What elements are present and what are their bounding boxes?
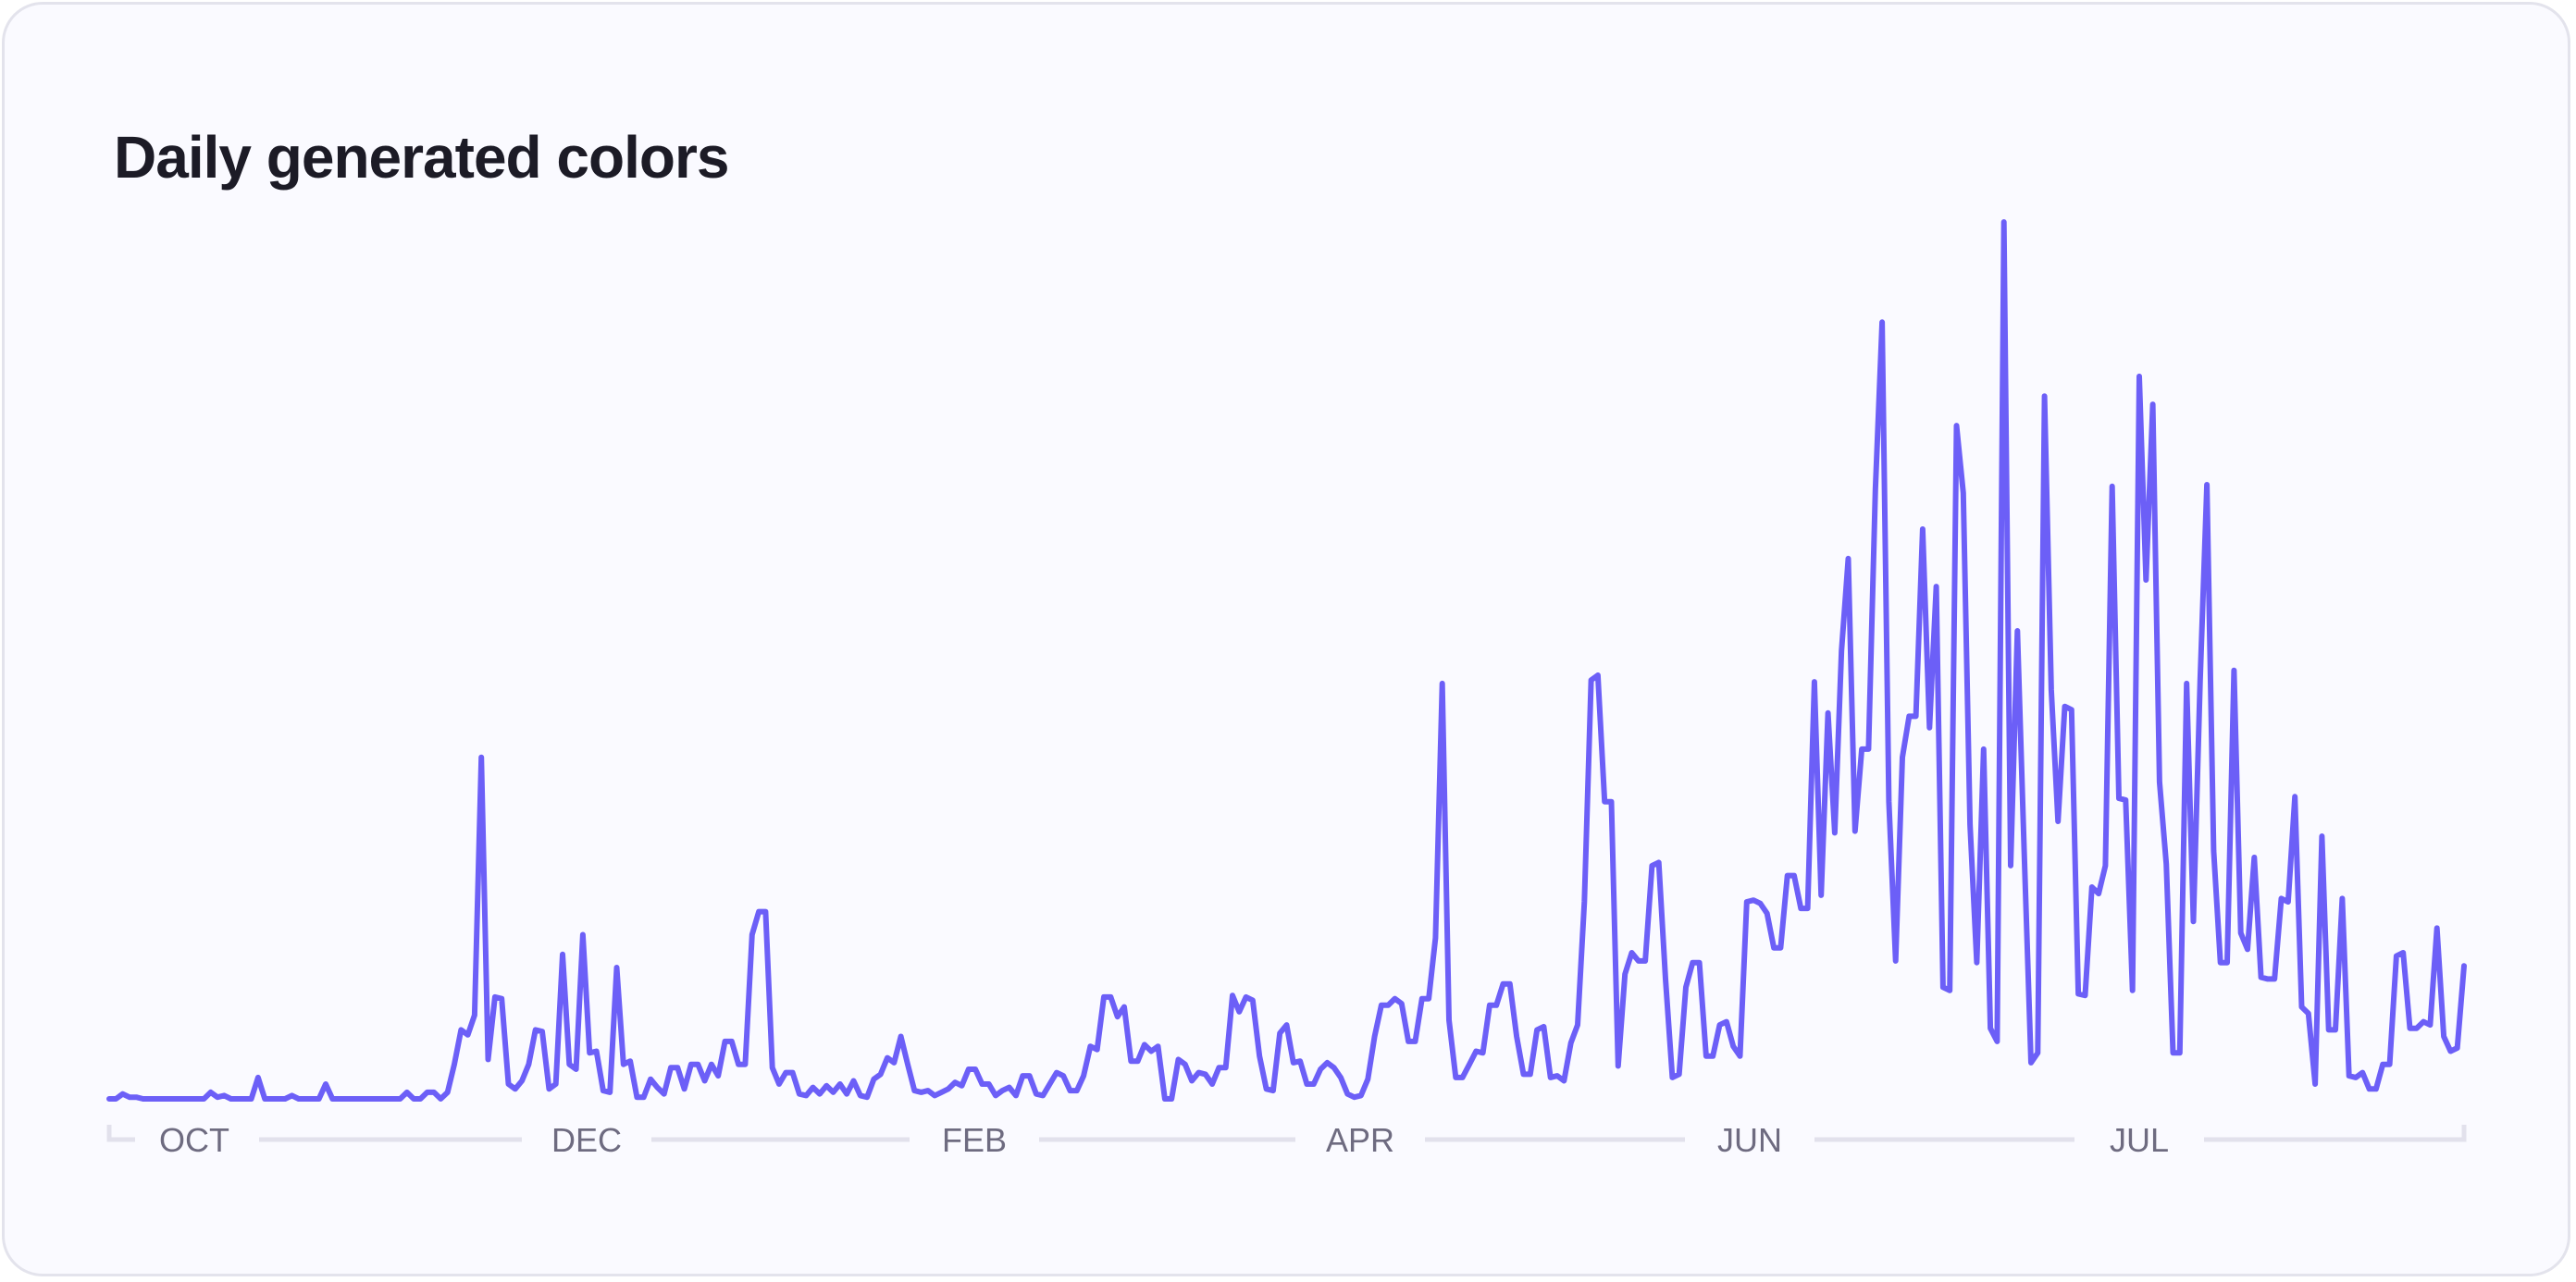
chart-title: Daily generated colors [114, 124, 729, 191]
axis-right-bracket [2438, 1125, 2467, 1142]
x-tick-label: OCT [159, 1121, 229, 1159]
daily-colors-series-line [106, 219, 2467, 1102]
x-axis: OCT DEC FEB APR JUN JUL [106, 1121, 2467, 1159]
x-tick-label: JUN [1717, 1121, 1782, 1159]
x-tick-label: JUL [2110, 1121, 2169, 1159]
x-tick-label: FEB [942, 1121, 1007, 1159]
x-tick-label: APR [1326, 1121, 1394, 1159]
x-tick-label: DEC [551, 1121, 622, 1159]
axis-left-bracket [106, 1125, 135, 1142]
